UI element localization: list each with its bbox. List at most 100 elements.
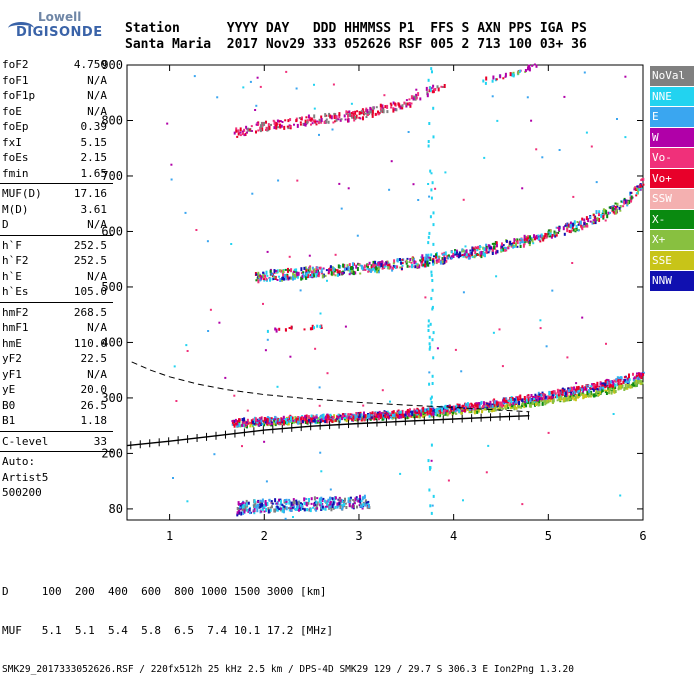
trace-dot-3hop — [267, 127, 270, 132]
trace-dot-2hop — [352, 262, 354, 267]
clevel-row: C-level 33 — [0, 435, 113, 451]
param-row: D N/A — [0, 218, 113, 234]
footer-file-info: SMK29_2017333052626.RSF / 220fx512h 25 k… — [2, 664, 574, 675]
trace-dot-3hop — [356, 110, 359, 113]
trace-dot-es — [321, 502, 324, 505]
trace-dot-o — [573, 386, 576, 391]
param-label: fxI — [2, 135, 22, 149]
trace-dot-o — [414, 411, 417, 414]
trace-dot-x — [567, 395, 570, 398]
trace-dot-o — [377, 411, 380, 416]
trace-dot-x — [539, 399, 542, 402]
trace-dot-es — [295, 501, 298, 506]
trace-dot-x — [569, 395, 572, 398]
trace-dot-3hop — [299, 123, 302, 126]
trace-dot-2hop — [384, 264, 387, 267]
trace-dot-o — [370, 414, 373, 417]
param-value: 252.5 — [73, 238, 107, 252]
trace-dot-o — [313, 416, 316, 420]
trace-dot-es — [245, 502, 248, 507]
trace-dot-o — [448, 404, 451, 409]
trace-dot-x — [543, 398, 546, 403]
trace-dot-o — [256, 421, 259, 424]
trace-dot-2hop — [426, 260, 429, 265]
noise-dot — [266, 250, 269, 253]
trace-dot-3hop — [325, 114, 328, 117]
trace-dot-3hop — [415, 96, 418, 100]
trace-dot-2hop — [583, 222, 586, 226]
trace-dot-o — [376, 411, 379, 414]
trace-dot-2hop — [391, 268, 394, 272]
trace-dot-o — [288, 419, 291, 423]
trace-dot-3hop — [405, 99, 408, 102]
trace-dot-o — [548, 396, 551, 400]
trace-dot-3hop — [327, 120, 330, 124]
noise-dot — [389, 400, 391, 403]
trace-dot-o — [592, 388, 595, 392]
trace-dot-o — [495, 400, 498, 403]
trace-dot-o — [484, 405, 487, 408]
trace-dot-o — [320, 418, 323, 421]
trace-dot-o — [614, 380, 617, 383]
trace-dot-o — [471, 406, 473, 409]
trace-dot-2hop — [374, 260, 377, 265]
noise-dot — [462, 198, 465, 201]
trace-dot-x — [595, 389, 598, 393]
trace-dot-2hop — [375, 263, 378, 268]
trace-dot-es — [333, 497, 336, 500]
trace-dot-2hop — [616, 204, 619, 208]
trace-dot-2hop — [436, 255, 439, 258]
param-label: hmF1 — [2, 321, 29, 334]
trace-dot-2hop — [443, 260, 446, 264]
trace-dot-2hop — [349, 266, 352, 271]
param-label: B0 — [2, 398, 16, 412]
legend-item: Vo+ — [650, 168, 694, 188]
trace-dot-2hop — [271, 273, 274, 276]
trace-dot-3hop — [289, 118, 292, 122]
trace-dot-x — [601, 388, 604, 393]
trace-dot-2hop — [327, 269, 330, 274]
trace-dot-o — [628, 378, 631, 382]
noise-dot — [454, 348, 457, 351]
noise-dot — [314, 347, 317, 350]
trace-dot-es — [253, 499, 256, 504]
trace-dot-3hop — [414, 95, 417, 100]
trace-dot-2hop — [411, 257, 414, 260]
trace-dot-o — [439, 411, 442, 414]
trace-dot-extra — [319, 325, 322, 329]
trace-dot-2hop — [556, 226, 559, 229]
trace-dot-2hop — [591, 221, 594, 225]
trace-dot-es — [288, 498, 291, 501]
trace-dot-3hop — [255, 123, 258, 126]
trace-dot-x — [552, 399, 554, 404]
noise-dot — [284, 517, 287, 520]
trace-dot-es — [245, 499, 248, 504]
trace-dot-faint — [512, 73, 515, 78]
trace-dot-o — [509, 401, 512, 406]
trace-dot-o — [622, 380, 625, 384]
trace-dot-o — [286, 421, 288, 425]
trace-dot-o — [533, 397, 536, 400]
trace-dot-x — [263, 421, 266, 424]
trace-dot-2hop — [615, 208, 618, 212]
trace-dot-faint — [504, 72, 507, 77]
trace-dot-3hop — [395, 108, 398, 112]
param-value: 0.39 — [80, 120, 108, 133]
streak-dot — [429, 504, 432, 508]
trace-dot-es — [259, 503, 262, 506]
noise-dot — [390, 160, 393, 163]
param-value: 252.5 — [73, 254, 107, 267]
trace-dot-3hop — [245, 131, 248, 134]
trace-dot-2hop — [321, 268, 324, 271]
param-value: 17.16 — [73, 187, 107, 200]
trace-dot-2hop — [437, 258, 440, 263]
trace-dot-o — [244, 421, 247, 424]
trace-dot-x — [410, 415, 413, 418]
trace-dot-2hop — [523, 234, 526, 239]
trace-dot-es — [360, 504, 362, 508]
logo-swoosh — [8, 22, 34, 35]
trace-dot-2hop — [276, 279, 279, 281]
trace-dot-extra — [288, 327, 291, 329]
trace-dot-o — [534, 395, 537, 399]
trace-dot-o — [556, 394, 558, 399]
